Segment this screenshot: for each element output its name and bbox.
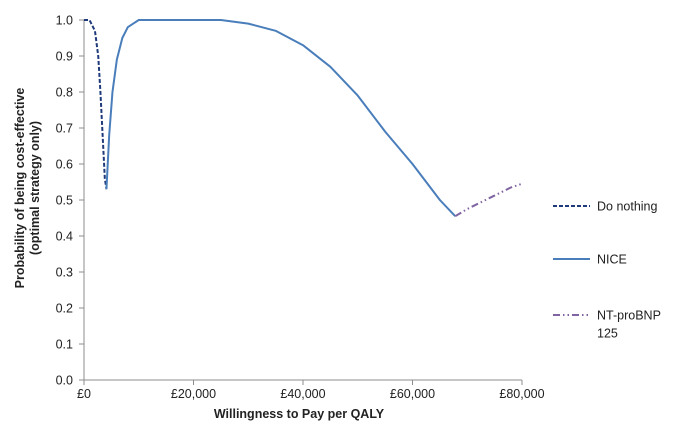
y-tick-label: 0.4: [56, 230, 73, 244]
y-axis-ticks: 0.0 0.1 0.2 0.3 0.4 0.5 0.6 0.7 0.8 0.9 1.0: [56, 14, 84, 388]
y-tick-label: 0.2: [56, 302, 73, 316]
y-tick-label: 0.3: [56, 266, 73, 280]
x-tick-label: £40,000: [280, 387, 325, 401]
y-tick-label: 1.0: [56, 14, 73, 28]
series-line-1: [105, 19, 456, 217]
y-axis-title-line: Probability of being cost-effective: [13, 88, 27, 289]
y-tick-label: 0.9: [56, 50, 73, 64]
series-line-2: [454, 182, 523, 218]
y-tick-label: 0.8: [56, 86, 73, 100]
y-tick-label: 0.6: [56, 158, 73, 172]
y-tick-label: 0.0: [56, 374, 73, 388]
x-tick-label: £80,000: [499, 387, 544, 401]
x-tick-label: £0: [77, 387, 91, 401]
x-axis-ticks: £0 £20,000 £40,000 £60,000 £80,000: [77, 380, 545, 401]
y-tick-label: 0.7: [56, 122, 73, 136]
legend-label-1: NICE: [597, 253, 627, 267]
x-tick-label: £60,000: [390, 387, 435, 401]
y-tick-label: 0.5: [56, 194, 73, 208]
plot-lines: [84, 19, 523, 218]
legend-label-0: Do nothing: [597, 200, 658, 214]
legend-label-2: NT-proBNP: [597, 309, 661, 323]
legend-label-2: 125: [597, 327, 618, 341]
y-axis-title-line: (optimal strategy only): [28, 121, 42, 255]
axes: [83, 20, 522, 381]
y-tick-label: 0.1: [56, 338, 73, 352]
x-axis-title: Willingness to Pay per QALY: [214, 407, 385, 421]
legend: Do nothing NICE NT-proBNP 125: [553, 200, 661, 341]
series-line-0: [84, 19, 108, 190]
x-tick-label: £20,000: [171, 387, 216, 401]
y-axis-title: Probability of being cost-effective (opti…: [13, 88, 42, 289]
